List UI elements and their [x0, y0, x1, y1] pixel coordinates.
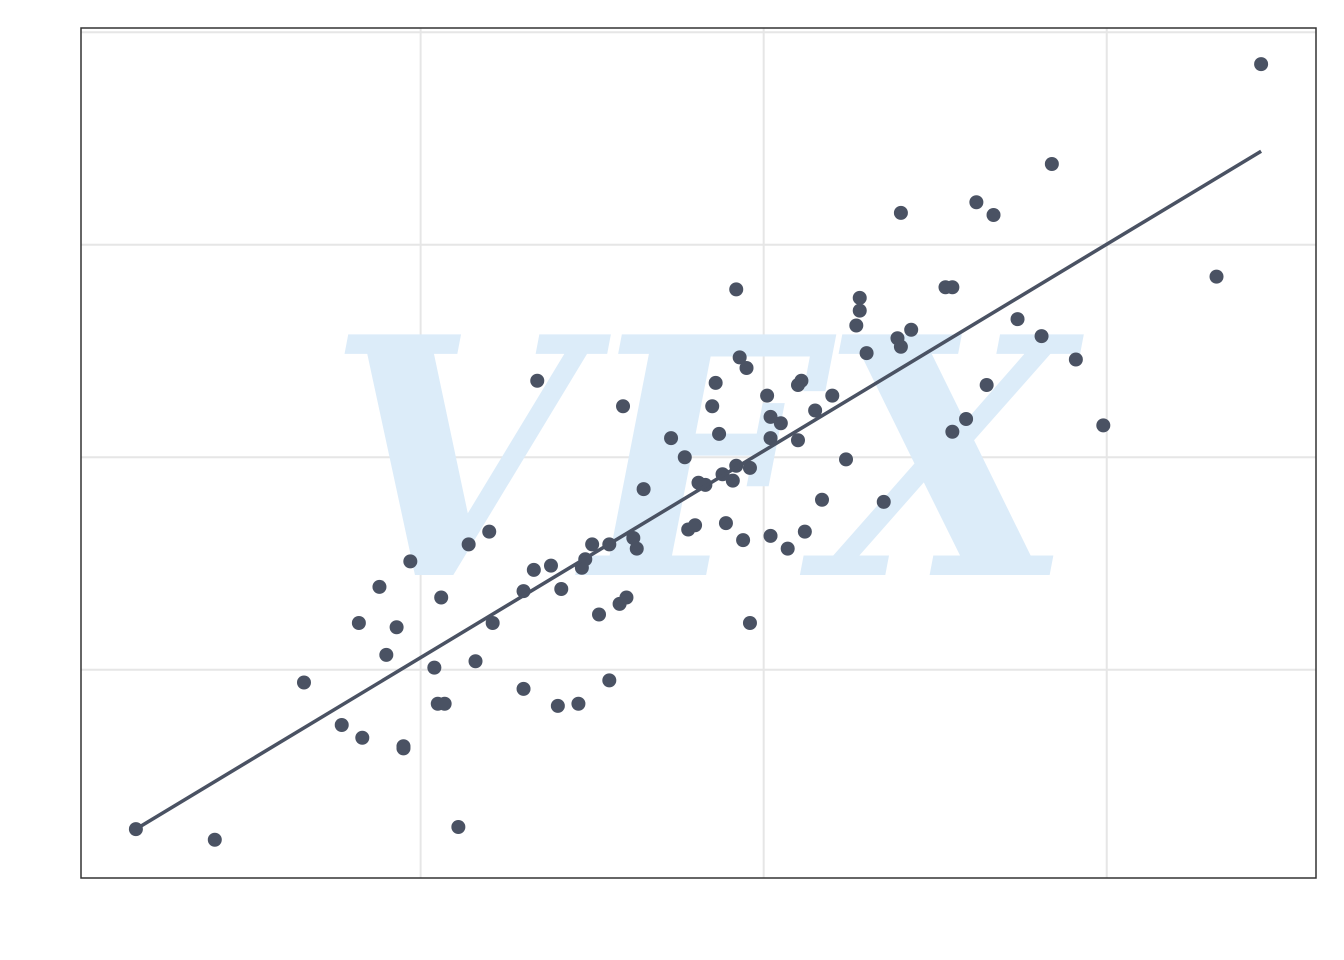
scatter-point	[334, 718, 349, 732]
scatter-point	[629, 541, 644, 556]
scatter-point	[780, 541, 795, 556]
scatter-point	[427, 660, 442, 675]
scatter-point	[808, 403, 823, 418]
scatter-point	[482, 524, 497, 539]
scatter-point	[688, 518, 703, 533]
fit-line	[134, 149, 1263, 831]
scatter-point	[296, 675, 311, 690]
scatter-point	[1254, 57, 1269, 72]
scatter-point	[571, 696, 586, 711]
scatter-point	[959, 412, 974, 426]
watermark: VFX	[327, 265, 1085, 653]
scatter-point	[592, 607, 607, 622]
scatter-point	[839, 452, 854, 467]
scatter-point	[849, 318, 864, 333]
scatter-point	[396, 741, 411, 756]
scatter-point	[705, 399, 720, 414]
scatter-point	[760, 388, 775, 403]
scatter-point	[530, 373, 545, 388]
scatter-point	[725, 473, 740, 488]
scatter-point	[986, 208, 1001, 222]
scatter-point	[379, 647, 394, 662]
scatter-point	[815, 492, 829, 507]
scatter-point	[434, 590, 449, 605]
scatter-point	[893, 205, 908, 220]
scatter-point	[852, 303, 867, 318]
scatter-point	[794, 373, 809, 388]
scatter-point	[732, 350, 747, 365]
scatter-point	[893, 339, 908, 354]
scatter-point	[461, 537, 476, 552]
scatter-point	[729, 282, 744, 297]
scatter-point	[945, 280, 960, 295]
scatter-point	[677, 450, 692, 465]
scatter-point	[1010, 312, 1025, 327]
scatter-point	[763, 528, 778, 543]
scatter-point	[742, 460, 757, 475]
scatter-point	[451, 820, 466, 834]
scatter-point	[797, 524, 812, 539]
scatter-point	[876, 494, 891, 509]
scatter-point	[636, 482, 651, 497]
scatter-point	[1209, 269, 1224, 284]
scatter-point	[1034, 329, 1049, 344]
scatter-point	[852, 290, 867, 305]
scatter-point	[736, 533, 751, 548]
scatter-point	[403, 554, 418, 569]
scatter-point	[585, 537, 600, 552]
scatter-point	[437, 696, 452, 711]
scatter-point	[742, 616, 757, 630]
scatter-point	[712, 426, 727, 441]
scatter-point	[763, 431, 778, 446]
scatter-point	[619, 590, 634, 605]
scatter-point	[969, 195, 984, 210]
scatter-point	[355, 730, 370, 745]
scatter-point	[207, 832, 222, 847]
scatter-point	[904, 322, 919, 337]
scatter-point	[372, 579, 387, 594]
scatter-point	[664, 431, 679, 446]
scatter-point	[1044, 157, 1059, 171]
scatter-point	[516, 681, 531, 696]
plot-marks	[128, 57, 1269, 847]
scatter-point	[554, 582, 569, 596]
scatter-point	[543, 558, 558, 573]
scatter-point	[739, 361, 754, 375]
scatter-point	[825, 388, 840, 403]
scatter-point	[1096, 418, 1111, 433]
scatter-point	[945, 424, 960, 439]
scatter-point	[626, 531, 641, 545]
scatter-point	[859, 346, 874, 361]
scatter-point	[790, 433, 805, 448]
plot-frame	[80, 27, 1317, 879]
scatter-point	[718, 516, 733, 531]
scatter-point	[1068, 352, 1083, 367]
scatter-point	[708, 375, 723, 390]
scatter-point	[485, 616, 500, 630]
scatter-point	[550, 698, 565, 713]
scatter-point	[763, 409, 778, 424]
scatter-point	[389, 620, 404, 635]
grid	[81, 28, 1316, 878]
scatter-point	[773, 416, 788, 431]
scatter-point	[602, 673, 617, 688]
scatter-point	[979, 378, 994, 392]
scatter-point	[616, 399, 631, 414]
scatter-point	[351, 616, 366, 630]
scatter-point	[468, 654, 483, 669]
scatter-point	[526, 562, 541, 577]
